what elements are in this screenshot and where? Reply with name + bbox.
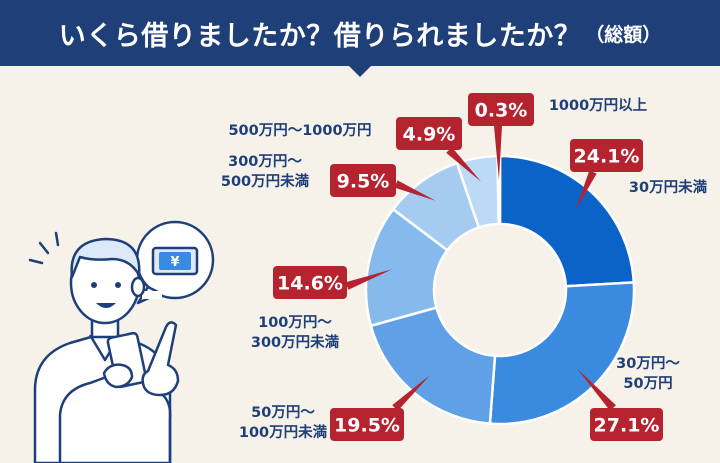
value-box-3 — [330, 408, 404, 441]
category-label-2: 30万円〜 50万円 — [616, 355, 680, 392]
category-label-5: 300万円〜 500万円未満 — [221, 153, 310, 190]
value-box-2 — [590, 408, 663, 441]
value-label-6: 4.9% — [403, 124, 456, 146]
page-title-suffix: （総額） — [585, 23, 662, 46]
slice-1 — [498, 154, 636, 288]
leader-line-6 — [446, 147, 482, 182]
slice-2 — [488, 281, 636, 426]
leader-line-1 — [575, 170, 597, 211]
title-banner: いくら借りましたか？借りられましたか？ （総額） — [0, 0, 720, 66]
slice-3 — [369, 306, 497, 425]
category-label-7: 1000万円以上 — [549, 97, 648, 114]
category-label-6: 500万円〜1000万円 — [228, 122, 371, 139]
value-label-7: 0.3% — [475, 100, 528, 122]
leader-line-4 — [345, 269, 392, 290]
leader-line-5 — [394, 180, 436, 201]
sparkle-lines — [28, 231, 60, 265]
page-title: いくら借りましたか？借りられましたか？ — [58, 20, 582, 52]
value-label-3: 19.5% — [334, 415, 400, 437]
value-box-5 — [330, 164, 396, 197]
banner-pointer — [349, 66, 371, 77]
value-box-6 — [396, 117, 462, 150]
value-label-2: 27.1% — [594, 415, 660, 437]
value-label-5: 9.5% — [337, 171, 390, 193]
category-label-3: 50万円〜 100万円未満 — [239, 404, 328, 441]
value-box-1 — [570, 139, 643, 172]
leader-line-2 — [577, 368, 616, 411]
category-label-4: 100万円〜 300万円未満 — [251, 314, 340, 351]
leader-line-3 — [392, 374, 431, 411]
value-label-4: 14.6% — [277, 273, 343, 295]
value-label-1: 24.1% — [574, 146, 640, 168]
yen-banknote-icon: ¥ — [151, 246, 199, 276]
yen-symbol: ¥ — [170, 255, 179, 270]
value-box-7 — [468, 93, 534, 126]
person-with-smartphone-icon: ¥ — [28, 220, 215, 463]
speech-bubble: ¥ — [135, 220, 215, 305]
category-label-1: 30万円未満 — [629, 178, 708, 196]
leader-line-7 — [494, 125, 502, 181]
value-box-4 — [273, 266, 347, 299]
